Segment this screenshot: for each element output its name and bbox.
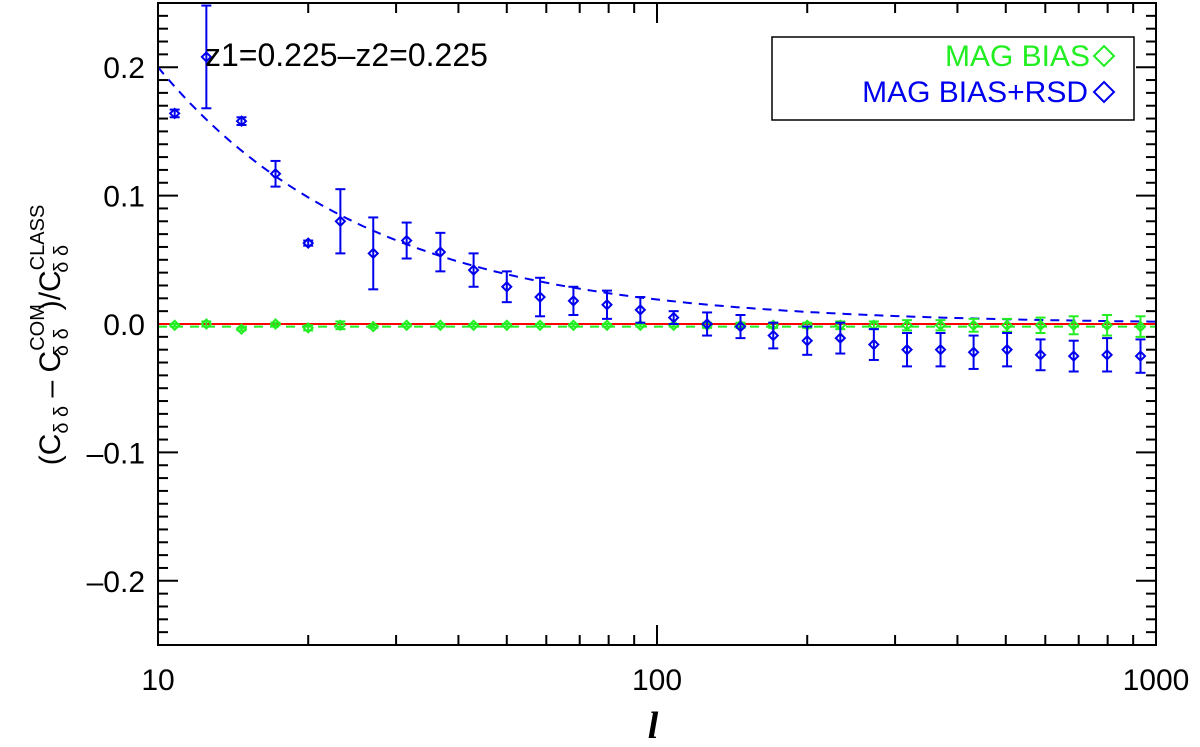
data-point	[1101, 348, 1114, 361]
data-point	[200, 318, 213, 330]
data-point	[601, 319, 613, 332]
y-axis-label: (Cδ δ – CCOM δ δ)/CCLASS δ δ	[27, 205, 73, 466]
data-point	[1101, 319, 1114, 332]
data-point	[367, 320, 380, 333]
data-points	[168, 4, 1147, 374]
data-point	[667, 311, 680, 324]
data-point	[534, 291, 546, 303]
chart-annotation: z1=0.225–z2=0.225	[205, 37, 488, 73]
data-point	[269, 167, 282, 180]
legend-label-mag-bias: MAG BIAS	[945, 40, 1090, 73]
tick-labels: 10 100 1000 –0.2 –0.1 0.0 0.1 0.2	[87, 52, 1190, 697]
data-point	[235, 323, 248, 336]
data-point	[334, 215, 347, 228]
data-point	[434, 319, 447, 332]
data-point	[1067, 319, 1080, 332]
fit-lines	[157, 66, 1157, 328]
data-point	[934, 319, 947, 332]
y-tick-label: 0.2	[103, 52, 145, 85]
data-point	[634, 319, 647, 332]
data-point	[1067, 350, 1080, 363]
data-point	[235, 115, 248, 128]
data-point	[834, 332, 847, 345]
data-point	[500, 319, 513, 332]
legend-marker-mag-bias	[1092, 44, 1116, 68]
data-point	[867, 338, 880, 351]
data-point	[734, 320, 747, 333]
data-point	[302, 237, 315, 250]
data-point	[467, 319, 480, 332]
fit-line-series-1	[157, 66, 1157, 323]
data-point	[534, 319, 546, 332]
data-point	[767, 329, 780, 342]
y-tick-label: –0.1	[87, 437, 145, 470]
plot-frame	[157, 2, 1157, 646]
data-point	[901, 343, 913, 356]
y-tick-label: 0.1	[103, 181, 145, 214]
data-point	[200, 51, 213, 63]
data-point	[400, 319, 413, 332]
series-1	[168, 4, 1147, 374]
data-point	[901, 319, 913, 332]
data-point	[400, 234, 413, 247]
data-point	[269, 318, 282, 330]
data-point	[634, 303, 647, 316]
x-tick-label: 1000	[1123, 664, 1190, 697]
data-point	[434, 246, 447, 259]
data-point	[934, 343, 947, 356]
data-point	[567, 294, 580, 307]
legend: MAG BIAS MAG BIAS+RSD	[771, 36, 1135, 121]
data-point	[168, 319, 181, 332]
data-point	[1001, 343, 1013, 356]
data-point	[367, 247, 380, 260]
data-point	[1034, 319, 1047, 332]
x-tick-label: 100	[632, 664, 682, 697]
x-axis-label: l	[648, 705, 659, 747]
data-point	[1001, 319, 1013, 332]
data-point	[801, 334, 814, 347]
data-point	[967, 346, 980, 359]
data-point	[500, 280, 513, 293]
data-point	[467, 264, 480, 276]
data-point	[302, 321, 315, 334]
data-point	[1134, 350, 1147, 363]
data-point	[1034, 348, 1047, 361]
y-tick-label: –0.2	[87, 566, 145, 599]
data-point	[967, 319, 980, 332]
data-point	[701, 318, 713, 330]
legend-label-mag-bias-rsd: MAG BIAS+RSD	[862, 76, 1088, 109]
data-point	[567, 319, 580, 332]
legend-box	[771, 36, 1135, 121]
x-tick-label: 10	[141, 664, 174, 697]
y-tick-label: 0.0	[103, 309, 145, 342]
legend-marker-mag-bias-rsd	[1092, 80, 1116, 104]
data-point	[334, 319, 347, 332]
data-point	[601, 298, 613, 311]
data-point	[168, 107, 181, 120]
data-point	[1134, 320, 1147, 333]
